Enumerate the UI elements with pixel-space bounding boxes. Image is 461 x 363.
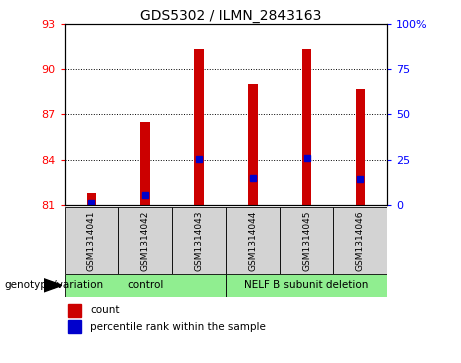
Bar (226, 207, 280, 274)
Bar (280, 207, 333, 274)
Bar (140, 122, 150, 205)
Text: count: count (90, 305, 120, 315)
Bar (118, 207, 172, 274)
Text: GSM1314046: GSM1314046 (356, 210, 365, 271)
Polygon shape (44, 279, 62, 292)
Text: GDS5302 / ILMN_2843163: GDS5302 / ILMN_2843163 (140, 9, 321, 23)
Bar (68, 304, 81, 317)
Bar (301, 49, 311, 205)
Bar (87, 193, 96, 205)
Text: percentile rank within the sample: percentile rank within the sample (90, 322, 266, 332)
Bar (65, 207, 118, 274)
Text: genotype/variation: genotype/variation (5, 280, 104, 290)
Bar (172, 207, 226, 274)
Bar (355, 89, 365, 205)
Bar (333, 207, 387, 274)
Text: GSM1314043: GSM1314043 (195, 210, 203, 271)
Bar (65, 274, 226, 297)
Bar (248, 84, 258, 205)
Text: GSM1314042: GSM1314042 (141, 210, 150, 271)
Bar (194, 49, 204, 205)
Bar (68, 320, 81, 333)
Text: GSM1314044: GSM1314044 (248, 210, 257, 271)
Text: control: control (127, 280, 163, 290)
Text: GSM1314045: GSM1314045 (302, 210, 311, 271)
Text: NELF B subunit deletion: NELF B subunit deletion (244, 280, 369, 290)
Text: GSM1314041: GSM1314041 (87, 210, 96, 271)
Bar (226, 274, 387, 297)
